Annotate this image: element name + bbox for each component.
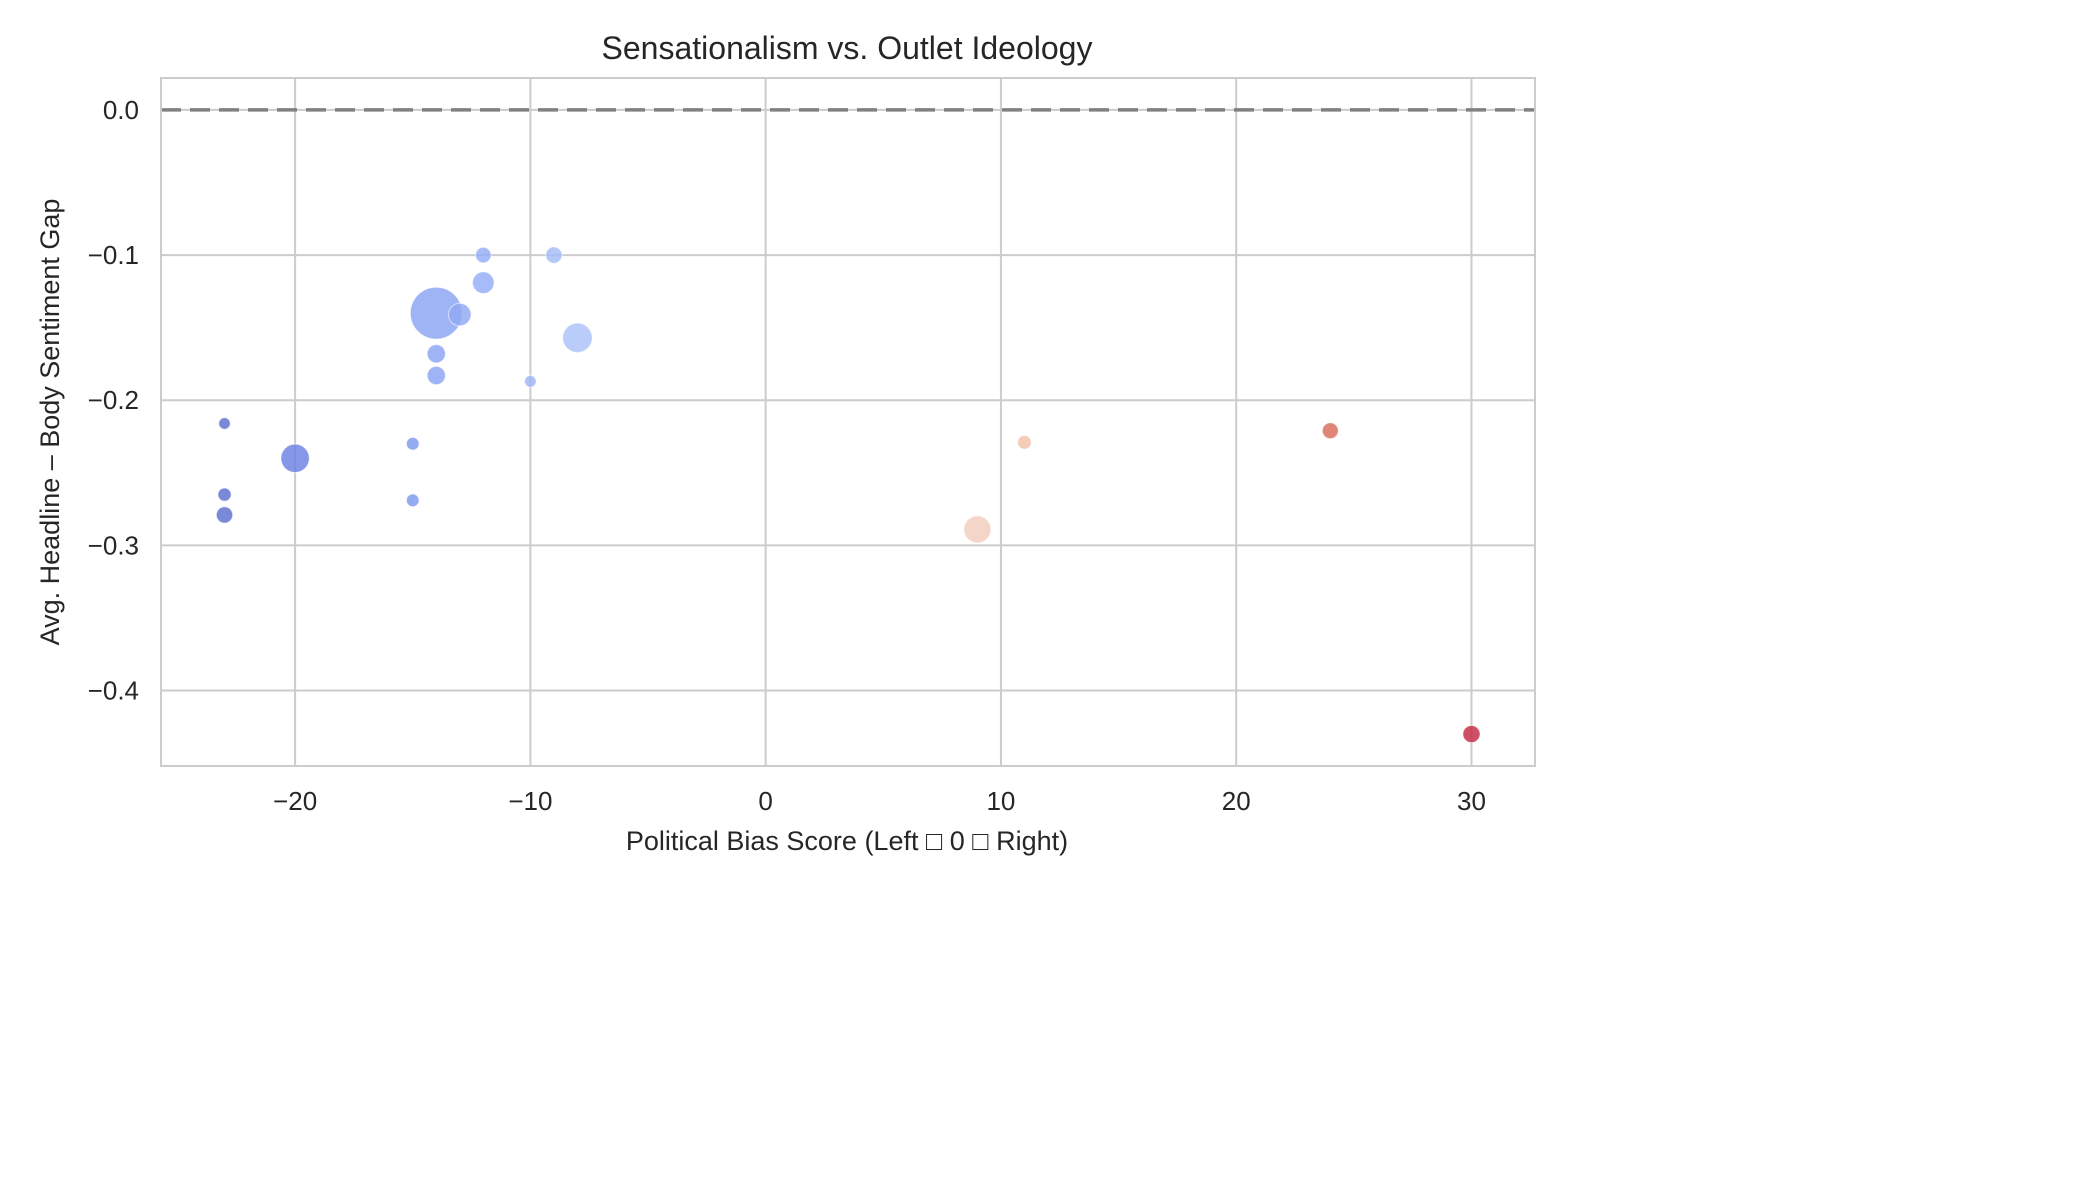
- y-tick-label: −0.3: [88, 530, 139, 560]
- grid-lines: [161, 78, 1535, 766]
- data-point: [471, 271, 495, 295]
- data-point: [963, 515, 992, 544]
- x-tick-label: 10: [986, 786, 1015, 816]
- scatter-chart: Sensationalism vs. Outlet Ideology −20 −1…: [35, 30, 1536, 856]
- x-tick-label: 30: [1457, 786, 1486, 816]
- y-tick-labels: 0.0 −0.1 −0.2 −0.3 −0.4: [88, 95, 139, 706]
- chart-title: Sensationalism vs. Outlet Ideology: [602, 30, 1093, 66]
- data-point: [405, 493, 420, 508]
- data-point: [405, 436, 420, 451]
- data-point: [215, 506, 234, 524]
- y-axis-label: Avg. Headline – Body Sentiment Gap: [35, 199, 65, 646]
- chart-root: Sensationalism vs. Outlet Ideology −20 −1…: [35, 30, 1536, 856]
- data-points: [215, 246, 1481, 744]
- y-tick-label: −0.1: [88, 240, 139, 270]
- data-point: [217, 487, 232, 502]
- data-point: [524, 375, 537, 388]
- x-axis-label: Political Bias Score (Left □ 0 □ Right): [626, 826, 1068, 856]
- y-tick-label: −0.2: [88, 385, 139, 415]
- y-tick-label: 0.0: [103, 95, 139, 125]
- data-point: [218, 417, 231, 430]
- x-tick-label: −20: [273, 786, 317, 816]
- data-point: [475, 246, 492, 264]
- data-point: [545, 246, 563, 264]
- data-point: [447, 302, 472, 327]
- data-point: [562, 322, 593, 354]
- y-tick-label: −0.4: [88, 676, 139, 706]
- data-point: [1462, 724, 1481, 744]
- x-tick-label: 20: [1222, 786, 1251, 816]
- data-point: [280, 443, 310, 473]
- data-point: [426, 344, 446, 364]
- data-point: [426, 365, 446, 386]
- x-tick-labels: −20 −10 0 10 20 30: [273, 786, 1486, 816]
- data-point: [1017, 434, 1032, 450]
- data-point: [1321, 422, 1339, 440]
- x-tick-label: 0: [758, 786, 772, 816]
- plot-frame: [160, 77, 1536, 767]
- x-tick-label: −10: [508, 786, 552, 816]
